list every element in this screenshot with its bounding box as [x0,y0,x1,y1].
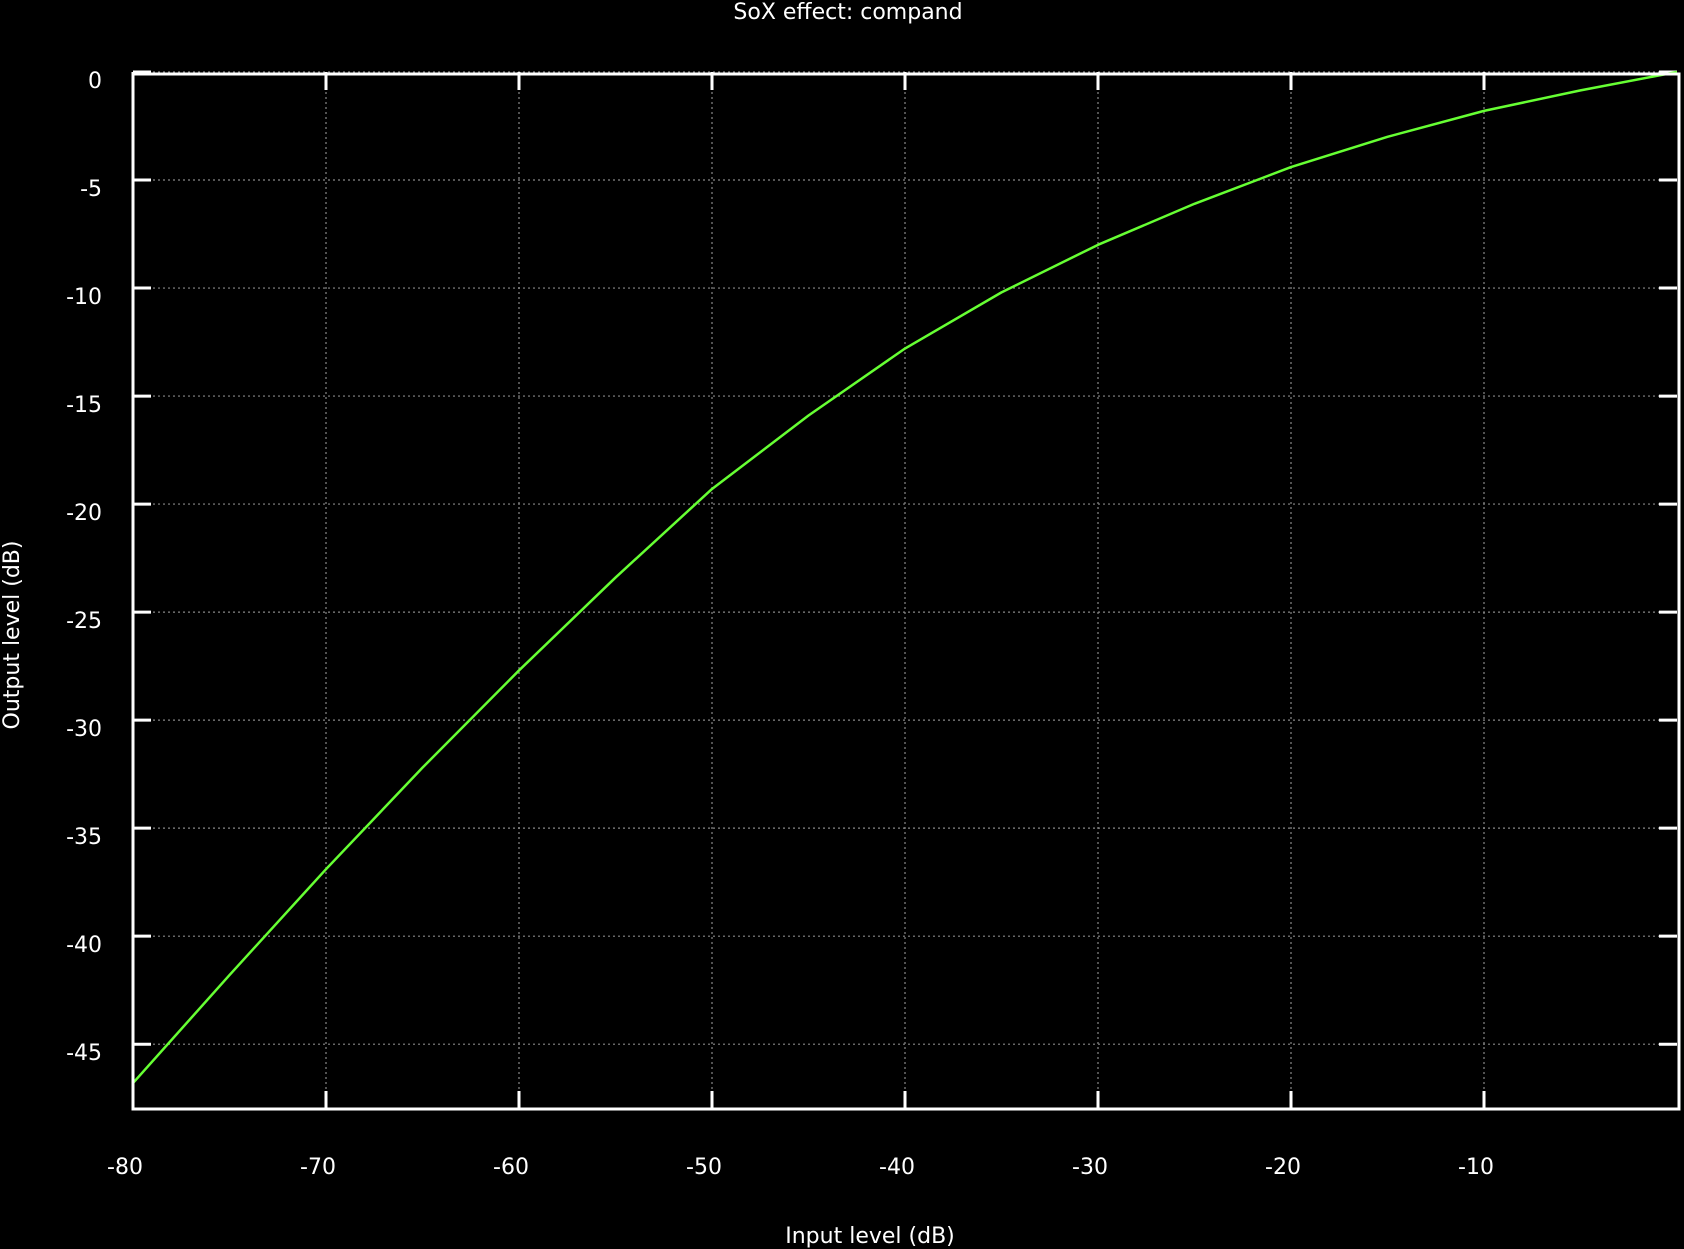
y-axis-label: Output level (dB) [0,541,25,730]
x-tick-label: -70 [300,1155,336,1180]
y-tick-label: -20 [66,501,102,526]
ticks [131,70,1677,1109]
x-tick-label: -10 [1458,1155,1494,1180]
y-tick-label: 0 [88,69,102,94]
x-tick-label: -40 [879,1155,915,1180]
y-tick-label: -40 [66,933,102,958]
plot-border [131,72,1681,1111]
y-tick-label: -30 [66,717,102,742]
x-tick-label: -80 [107,1155,143,1180]
tick-labels: -80 -70 -60 -50 -40 -30 -20 -10 0 -5 -10 -15 -20 -25 -… [66,69,1494,1180]
x-tick-label: -30 [1072,1155,1108,1180]
y-tick-label: -5 [80,177,102,202]
y-tick-label: -35 [66,825,102,850]
y-tick-label: -45 [66,1041,102,1066]
y-tick-label: -25 [66,609,102,634]
grid [133,71,1677,1109]
y-tick-label: -15 [66,393,102,418]
x-axis-label: Input level (dB) [785,1224,955,1249]
x-tick-label: -20 [1265,1155,1301,1180]
x-tick-label: -50 [686,1155,722,1180]
y-tick-label: -10 [66,285,102,310]
chart-title: SoX effect: compand [733,0,962,25]
x-tick-label: -60 [493,1155,529,1180]
